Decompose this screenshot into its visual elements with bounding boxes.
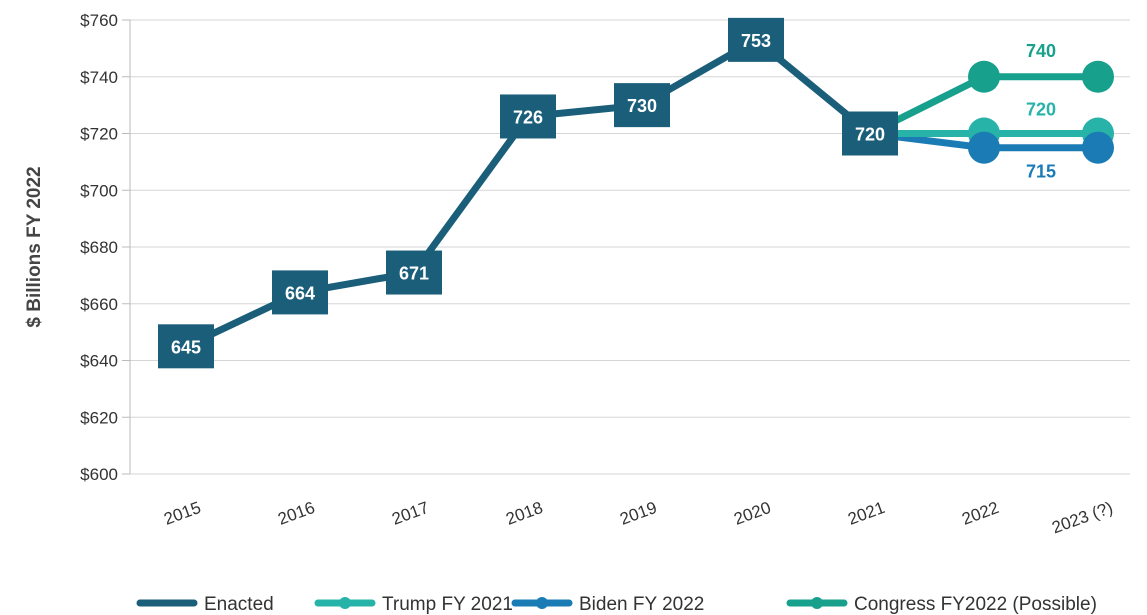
- x-axis: 2015 2016 2017 2018 2019 2020 2021 2022 2023 (?): [161, 498, 1115, 538]
- x-tick-label: 2022: [959, 498, 1001, 529]
- legend-label: Trump FY 2021: [382, 594, 513, 615]
- y-tick-label: $700: [80, 181, 118, 200]
- y-tick-label: $600: [80, 465, 118, 484]
- legend-label: Biden FY 2022: [579, 594, 704, 615]
- data-label: 715: [1026, 162, 1056, 182]
- data-label: 720: [855, 125, 885, 145]
- data-label: 740: [1026, 41, 1056, 61]
- x-tick-label: 2021: [845, 498, 887, 529]
- legend: Enacted Trump FY 2021 Biden FY 2022 Congres…: [136, 594, 1097, 615]
- y-tick-label: $620: [80, 408, 118, 427]
- legend-marker: [536, 597, 548, 609]
- data-label: 671: [399, 264, 429, 284]
- y-tick-label: $740: [80, 68, 118, 87]
- data-point-marker: [968, 60, 1000, 93]
- data-label-box: [272, 270, 328, 315]
- series-markers: [968, 60, 1114, 164]
- data-label-box: [500, 94, 556, 139]
- data-label-box: [158, 324, 214, 369]
- data-label: 730: [627, 96, 657, 116]
- y-axis: $600 $620 $640 $660 $680 $700 $720 $740 $760: [80, 11, 131, 484]
- x-tick-label: 2020: [731, 498, 773, 529]
- data-label-box: [386, 250, 442, 295]
- data-point-marker: [968, 131, 1000, 164]
- data-labels: 645 664 671 726 730 753 720 720 715 740: [158, 17, 1056, 369]
- legend-marker: [811, 597, 823, 609]
- data-label-box: [842, 111, 898, 156]
- data-label-box: [728, 17, 784, 62]
- x-tick-label: 2016: [275, 498, 317, 529]
- x-tick-label: 2023 (?): [1049, 498, 1115, 538]
- x-tick-label: 2018: [503, 498, 545, 529]
- data-label-box: [614, 83, 670, 128]
- data-label: 664: [285, 283, 315, 303]
- x-tick-label: 2017: [389, 498, 431, 529]
- y-tick-label: $660: [80, 295, 118, 314]
- y-tick-label: $680: [80, 238, 118, 257]
- data-label: 645: [171, 337, 201, 357]
- data-label: 753: [741, 31, 771, 51]
- x-tick-label: 2019: [617, 498, 659, 529]
- legend-marker: [339, 597, 351, 609]
- y-axis-label: $ Billions FY 2022: [24, 166, 45, 327]
- data-point-marker: [1082, 60, 1114, 93]
- data-label: 726: [513, 107, 543, 127]
- y-tick-label: $760: [80, 11, 118, 30]
- x-tick-label: 2015: [161, 498, 203, 529]
- legend-label: Enacted: [204, 594, 274, 615]
- legend-label: Congress FY2022 (Possible): [854, 594, 1097, 615]
- y-tick-label: $720: [80, 125, 118, 144]
- y-tick-label: $640: [80, 352, 118, 371]
- data-label: 720: [1026, 100, 1056, 120]
- data-point-marker: [1082, 131, 1114, 164]
